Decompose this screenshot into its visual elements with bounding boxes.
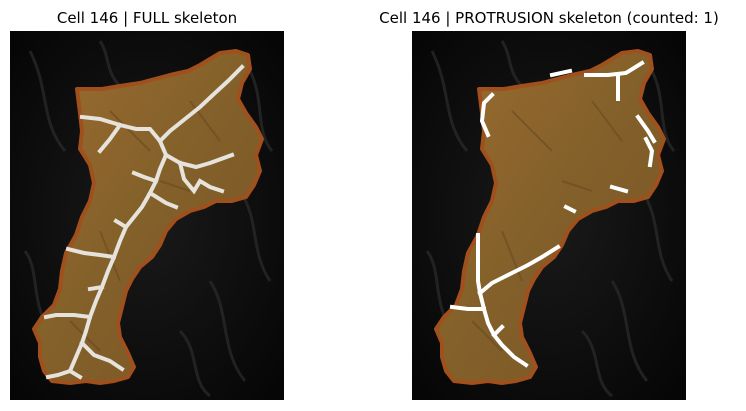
full-skeleton-image [10,31,284,400]
left-panel-title: Cell 146 | FULL skeleton [56,9,238,27]
cell-body [434,49,666,385]
protrusion-skeleton-image [412,31,686,400]
protrusion-skeleton-lines [449,60,657,368]
full-skeleton-svg [10,31,284,400]
full-skeleton-lines [43,64,245,380]
background-texture [425,40,676,398]
background-texture [23,40,274,398]
cell-texture [471,100,623,352]
cell-body [32,49,264,385]
protrusion-skeleton-svg [412,31,686,400]
right-panel-title: Cell 146 | PROTRUSION skeleton (counted:… [379,9,719,27]
